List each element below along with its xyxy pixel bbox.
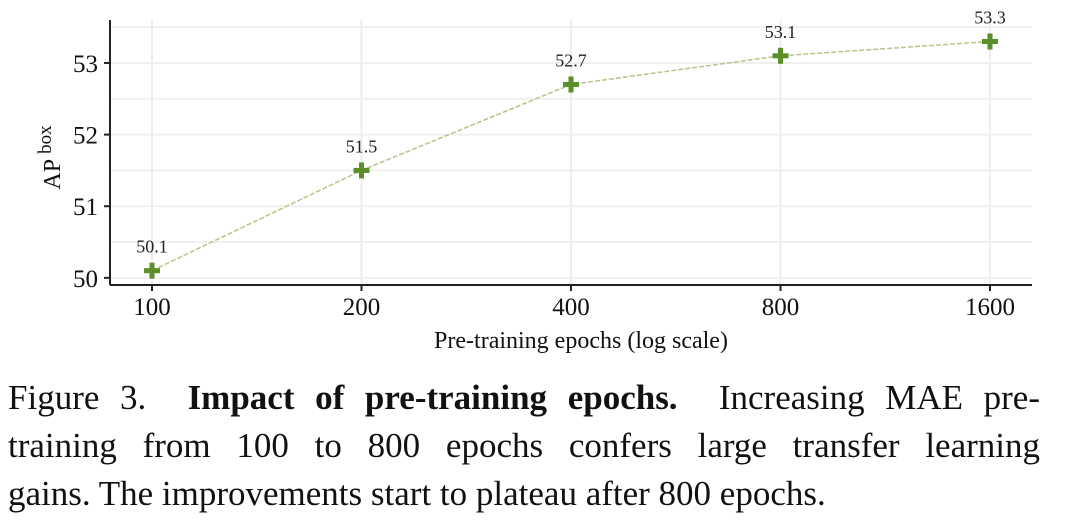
- caption-title: Impact of pre-training epochs.: [187, 378, 678, 417]
- y-tick-label: 52: [73, 123, 98, 150]
- caption-line-2: training from 100 to 800 epochs confers …: [8, 426, 1040, 465]
- x-tick-label: 400: [552, 294, 590, 321]
- axes: [104, 20, 1032, 291]
- data-label: 51.5: [346, 136, 378, 156]
- x-tick-label: 1600: [965, 294, 1015, 321]
- y-tick-label: 50: [73, 266, 98, 293]
- data-label: 50.1: [136, 237, 168, 257]
- caption-line-3: gains. The improvements start to plateau…: [8, 474, 826, 513]
- data-label: 53.1: [765, 22, 797, 42]
- x-tick-label: 800: [762, 294, 800, 321]
- grid: [110, 20, 1032, 285]
- chart: 50 51 52 53 100 200 400 800 1600 50.1 51.5 52.7 53.…: [35, 7, 1032, 354]
- y-axis-title-sup: box: [35, 125, 56, 154]
- marker-v: [359, 162, 364, 179]
- data-label: 52.7: [555, 50, 587, 70]
- data-label: 53.3: [974, 7, 1006, 27]
- figure-label: Figure 3.: [8, 378, 147, 417]
- x-tick-label: 100: [133, 294, 171, 321]
- data-point-marker: [563, 76, 579, 93]
- marker-v: [778, 47, 783, 64]
- y-axis-title: AP box: [35, 125, 66, 190]
- x-tick-label: 200: [343, 294, 381, 321]
- caption-line-1: Figure 3. Impact of pre-training epochs.…: [8, 374, 1040, 422]
- y-tick-label: 53: [73, 51, 98, 78]
- series: 50.1 51.5 52.7 53.1 53.3: [136, 7, 1006, 279]
- data-point-marker: [982, 33, 998, 50]
- y-tick-label: 51: [73, 194, 98, 221]
- figure-caption: Figure 3. Impact of pre-training epochs.…: [8, 374, 1040, 518]
- x-axis-title: Pre-training epochs (log scale): [434, 328, 728, 354]
- tick-labels: 50 51 52 53 100 200 400 800 1600: [73, 51, 1015, 321]
- data-point-marker: [353, 162, 370, 179]
- y-axis-title-base: AP: [40, 159, 66, 189]
- marker-v: [149, 262, 155, 279]
- marker-v: [568, 76, 574, 93]
- caption-text-1: Increasing MAE pre-: [718, 378, 1040, 417]
- data-point-marker: [144, 262, 160, 279]
- data-point-marker: [772, 47, 789, 64]
- marker-v: [987, 33, 993, 50]
